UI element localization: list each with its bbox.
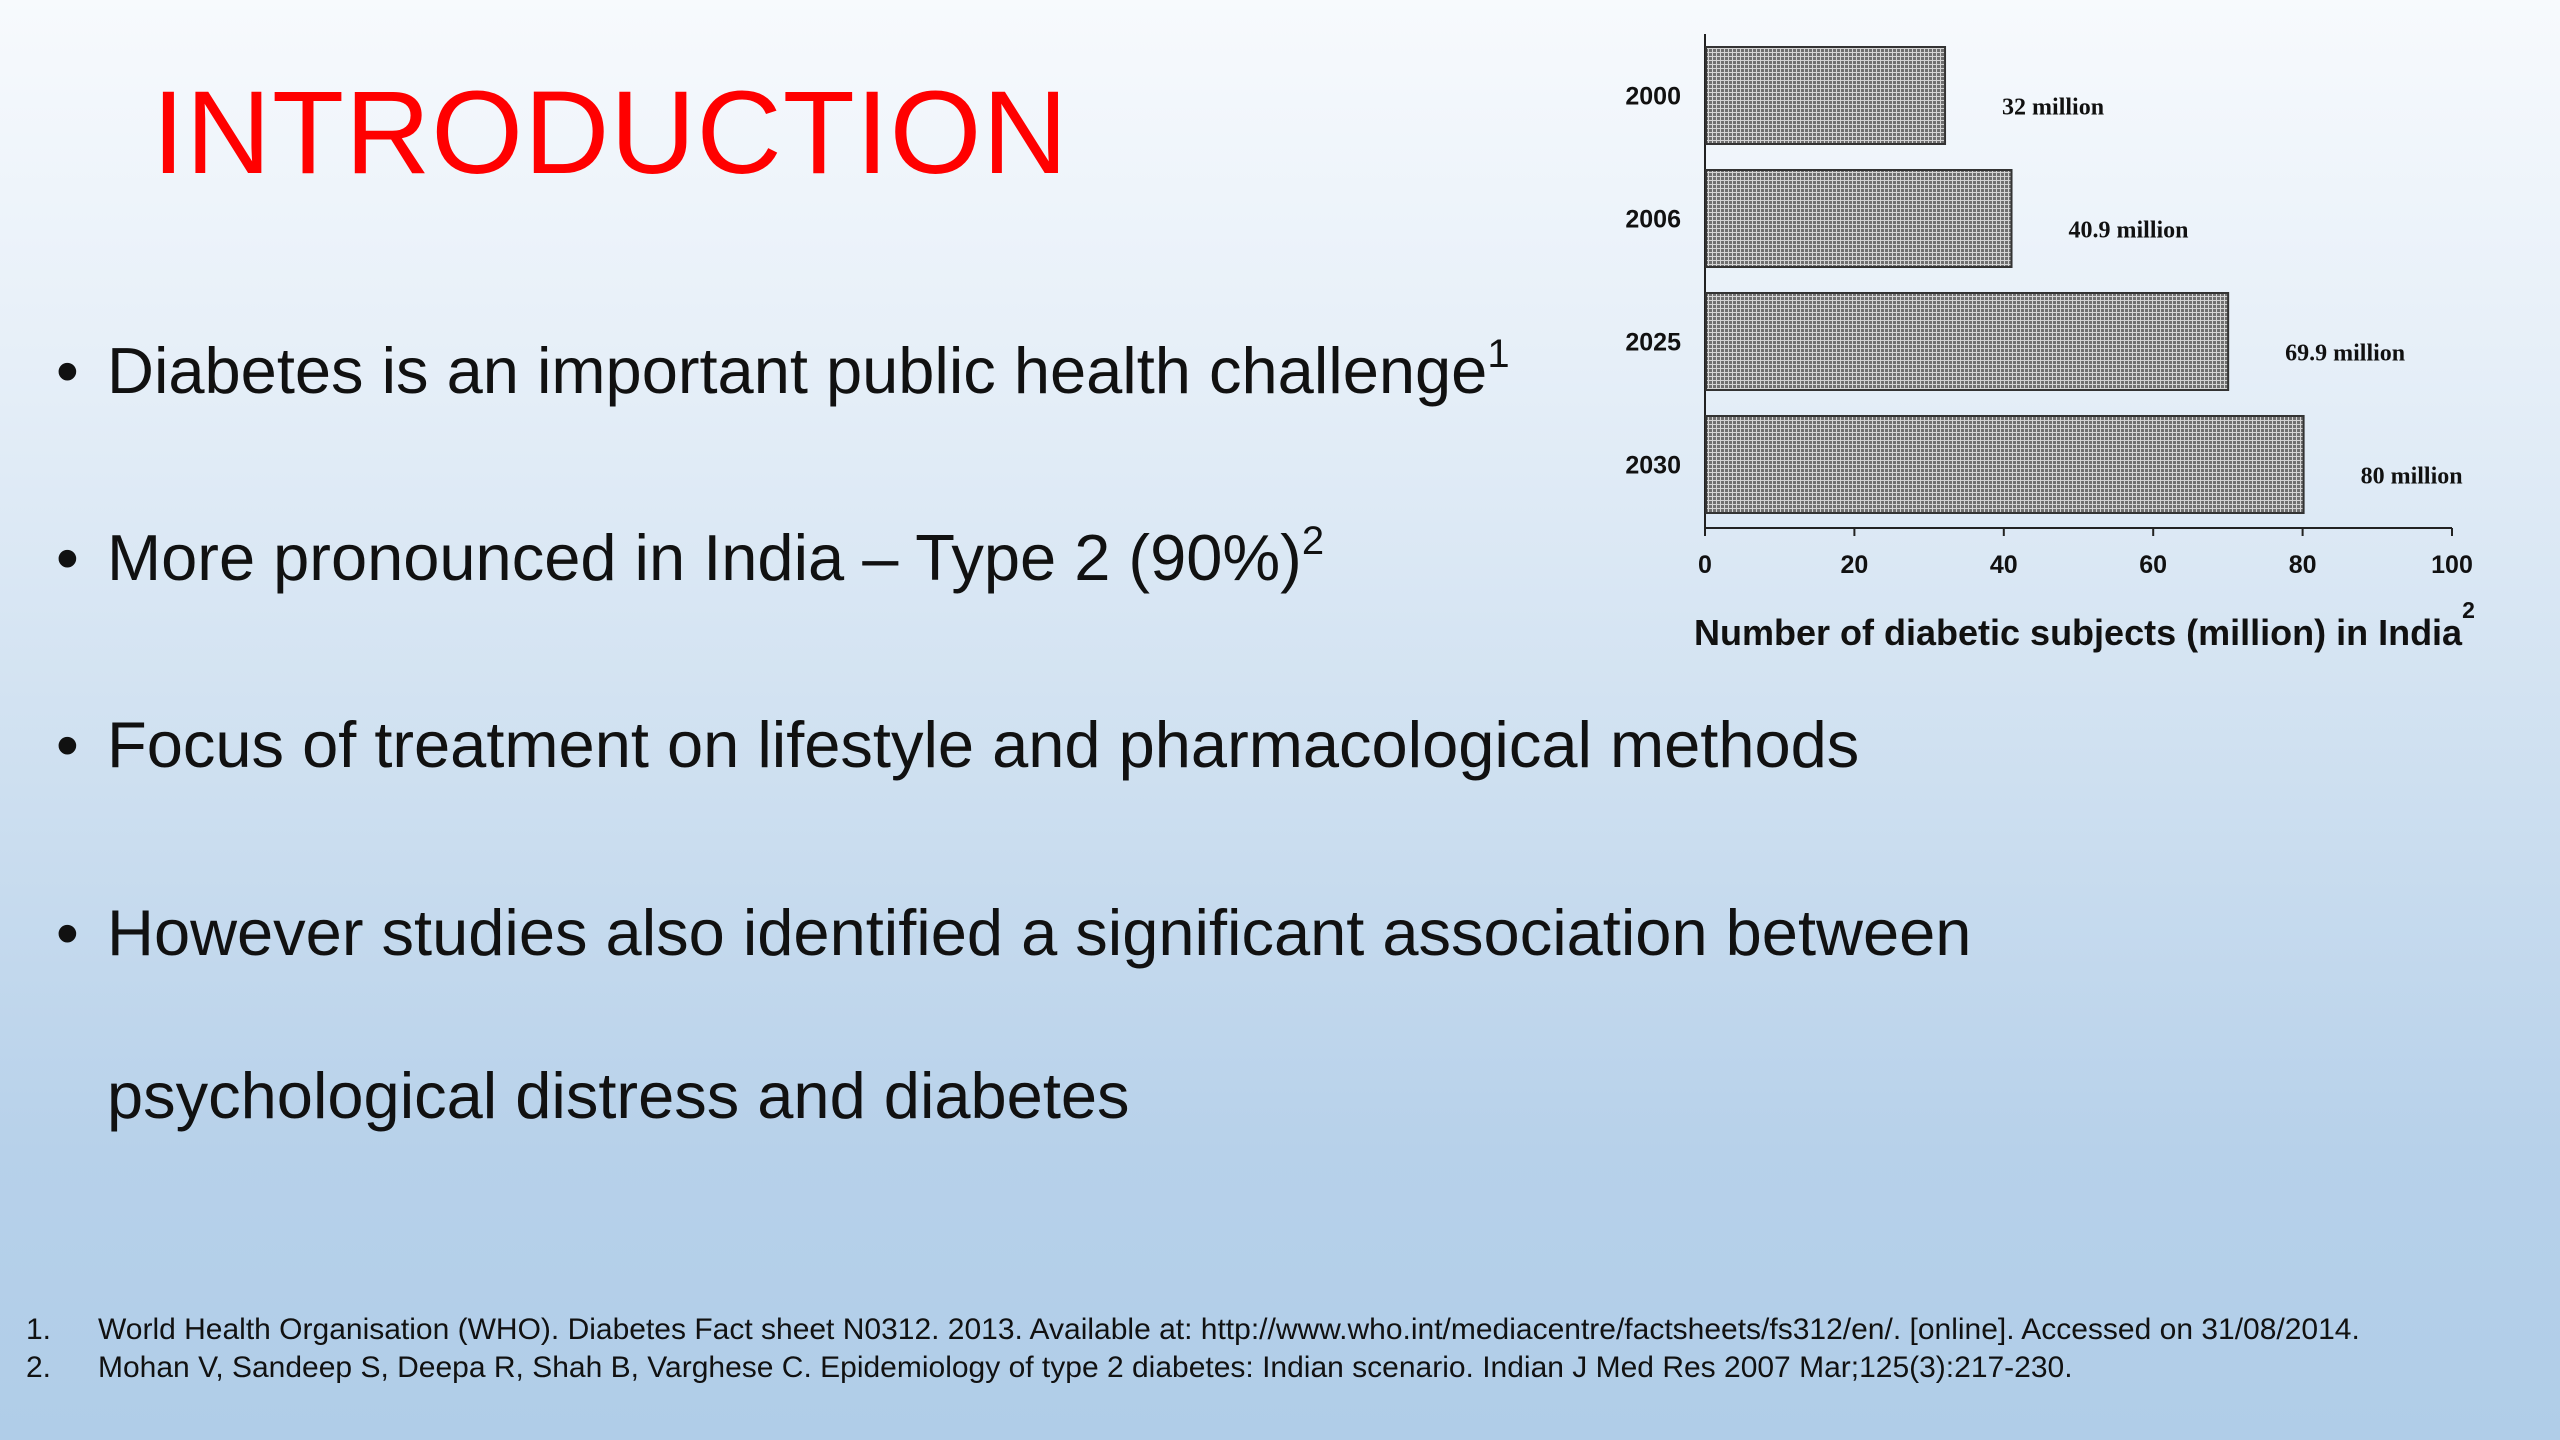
bullet-text: Diabetes is an important public health c… — [107, 334, 1510, 403]
bullet-text-main: Diabetes is an important public health c… — [107, 334, 1488, 407]
chart-x-tick-label: 80 — [2289, 551, 2317, 579]
reference-number: 2. — [26, 1351, 52, 1384]
bullet-dot: • — [56, 896, 79, 969]
chart-category-label: 2000 — [1625, 83, 1681, 111]
reference-number: 1. — [26, 1313, 52, 1346]
bullet-text: More pronounced in India – Type 2 (90%)2 — [107, 521, 1324, 590]
bullet-text-main: More pronounced in India – Type 2 (90%) — [107, 521, 1302, 594]
slide-title: INTRODUCTION — [152, 67, 1069, 199]
chart-bar — [1705, 292, 2230, 391]
bullet-continuation: psychological distress and diabetes — [107, 1059, 1130, 1132]
chart-data-label: 69.9 million — [2285, 341, 2405, 367]
reference-text: Mohan V, Sandeep S, Deepa R, Shah B, Var… — [98, 1351, 2073, 1384]
citation-superscript: 2 — [1301, 519, 1325, 563]
chart-x-tick-label: 20 — [1840, 551, 1868, 579]
bullet-text: However studies also identified a signif… — [107, 896, 1972, 969]
chart-category-label: 2006 — [1625, 206, 1681, 234]
chart-category-label: 2030 — [1625, 452, 1681, 480]
chart-caption-text: Number of diabetic subjects (million) in… — [1694, 612, 2463, 653]
bullet-text: Focus of treatment on lifestyle and phar… — [107, 708, 1860, 781]
chart-data-label: 40.9 million — [2069, 218, 2189, 244]
bullet-dot: • — [56, 708, 79, 781]
chart-x-tick-label: 60 — [2139, 551, 2167, 579]
chart-data-label: 32 million — [2002, 95, 2104, 121]
chart-bar — [1705, 46, 1947, 145]
chart-data-label: 80 million — [2361, 464, 2463, 490]
diabetes-bar-chart: 2000 32 million 2006 40.9 million 2025 69.9 m… — [1625, 34, 2473, 579]
chart-x-tick-label: 100 — [2431, 551, 2473, 579]
chart-bar — [1705, 169, 2013, 268]
bullet-dot: • — [56, 334, 79, 407]
chart-x-tick-label: 0 — [1698, 551, 1712, 579]
chart-category-label: 2025 — [1625, 329, 1681, 357]
chart-x-tick-label: 40 — [1990, 551, 2018, 579]
bullet-dot: • — [56, 521, 79, 594]
chart-caption-superscript: 2 — [2462, 597, 2475, 623]
reference-text: World Health Organisation (WHO). Diabete… — [98, 1313, 2360, 1346]
chart-caption: Number of diabetic subjects (million) in… — [1694, 599, 2475, 654]
chart-bar — [1705, 415, 2305, 514]
citation-superscript: 1 — [1487, 332, 1510, 376]
